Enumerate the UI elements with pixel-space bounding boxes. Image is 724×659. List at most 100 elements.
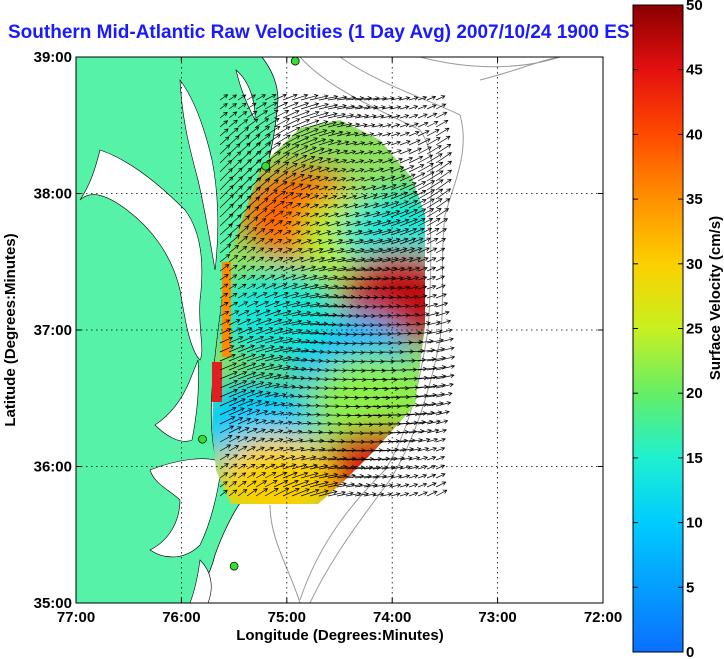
velocity-arrow	[354, 220, 372, 227]
velocity-arrow	[273, 463, 286, 470]
velocity-arrow	[282, 163, 298, 173]
velocity-arrow	[327, 121, 345, 128]
velocity-arrow	[372, 395, 391, 401]
y-tick-label: 37:00	[34, 322, 72, 339]
velocity-arrow	[336, 221, 351, 227]
velocity-arrow	[318, 176, 329, 182]
velocity-arrow	[399, 218, 418, 227]
velocity-arrow	[354, 386, 368, 392]
velocity-arrow	[300, 146, 317, 155]
velocity-arrow	[255, 391, 272, 398]
velocity-arrow	[354, 159, 365, 164]
velocity-arrow	[264, 345, 285, 353]
velocity-arrow	[408, 164, 425, 173]
velocity-arrow	[246, 327, 263, 335]
velocity-arrow	[417, 294, 428, 299]
velocity-arrow	[228, 244, 240, 254]
velocity-arrow	[246, 472, 257, 479]
velocity-arrow	[381, 395, 401, 400]
velocity-arrow	[282, 93, 298, 101]
velocity-arrow	[246, 102, 257, 110]
velocity-arrow	[399, 247, 416, 254]
velocity-arrow	[255, 318, 273, 326]
velocity-arrow	[435, 373, 455, 380]
velocity-arrow	[435, 284, 446, 290]
velocity-arrow	[426, 129, 440, 137]
velocity-arrow	[381, 158, 393, 164]
velocity-arrow	[282, 455, 296, 461]
velocity-arrow	[300, 403, 311, 408]
velocity-arrow	[219, 425, 235, 434]
velocity-arrow	[372, 210, 391, 218]
velocity-arrow	[264, 327, 284, 335]
velocity-arrow	[408, 411, 428, 416]
velocity-arrow	[435, 160, 453, 173]
velocity-arrow	[390, 149, 402, 155]
velocity-arrow	[327, 303, 347, 309]
velocity-arrow	[327, 130, 344, 137]
velocity-arrow	[309, 102, 330, 110]
velocity-arrow	[282, 393, 295, 398]
velocity-arrow	[264, 110, 279, 119]
velocity-arrow	[282, 126, 301, 137]
velocity-arrow	[291, 455, 306, 461]
velocity-arrow	[237, 225, 250, 236]
velocity-arrow	[363, 159, 374, 164]
velocity-arrow	[363, 359, 375, 364]
velocity-arrow	[246, 246, 256, 254]
velocity-arrow	[300, 421, 312, 426]
velocity-arrow	[228, 292, 238, 299]
velocity-arrow	[264, 300, 280, 308]
velocity-arrow	[300, 239, 312, 245]
velocity-arrow	[354, 350, 365, 355]
velocity-arrow	[372, 350, 384, 355]
velocity-arrow	[318, 247, 335, 254]
velocity-arrow	[417, 276, 428, 281]
velocity-arrow	[264, 118, 280, 128]
velocity-arrow	[372, 132, 383, 137]
velocity-arrow	[264, 437, 275, 443]
velocity-arrow	[390, 157, 403, 164]
velocity-arrow	[219, 167, 233, 182]
velocity-arrow	[399, 123, 410, 128]
velocity-arrow	[381, 386, 400, 391]
velocity-arrow	[246, 283, 257, 290]
velocity-arrow	[309, 94, 329, 101]
velocity-arrow	[264, 472, 277, 479]
velocity-arrow	[327, 313, 346, 318]
velocity-arrow	[282, 420, 293, 425]
velocity-arrow	[327, 377, 338, 382]
velocity-arrow	[282, 347, 302, 353]
velocity-arrow	[264, 291, 279, 299]
velocity-arrow	[435, 489, 448, 497]
velocity-arrow	[426, 198, 443, 209]
velocity-arrow	[408, 247, 423, 254]
velocity-arrow	[327, 294, 348, 299]
velocity-arrow	[426, 473, 437, 479]
velocity-arrow	[327, 176, 338, 182]
y-tick-label: 36:00	[34, 459, 72, 476]
velocity-arrow	[264, 410, 277, 416]
velocity-arrow	[417, 266, 428, 272]
velocity-arrow	[408, 321, 421, 327]
colorbar-ticks: 0 5 10 15 20 25 30 35 40 45 50	[633, 0, 703, 659]
velocity-arrow	[363, 285, 380, 291]
velocity-arrow	[399, 237, 417, 245]
velocity-arrow	[219, 379, 239, 389]
velocity-arrow	[228, 398, 246, 407]
velocity-arrow	[408, 339, 424, 345]
velocity-arrow	[327, 256, 347, 263]
velocity-arrow	[282, 110, 300, 119]
velocity-arrow	[309, 274, 328, 281]
velocity-arrow	[345, 295, 364, 300]
velocity-arrow	[291, 329, 312, 335]
velocity-arrow	[264, 266, 275, 272]
velocity-arrow	[336, 131, 352, 137]
velocity-arrow	[291, 429, 303, 434]
velocity-arrow	[327, 103, 347, 110]
velocity-arrow	[354, 202, 369, 209]
velocity-arrow	[237, 335, 254, 344]
velocity-arrow	[219, 416, 236, 425]
velocity-arrow	[399, 276, 412, 281]
velocity-arrow	[273, 229, 283, 236]
